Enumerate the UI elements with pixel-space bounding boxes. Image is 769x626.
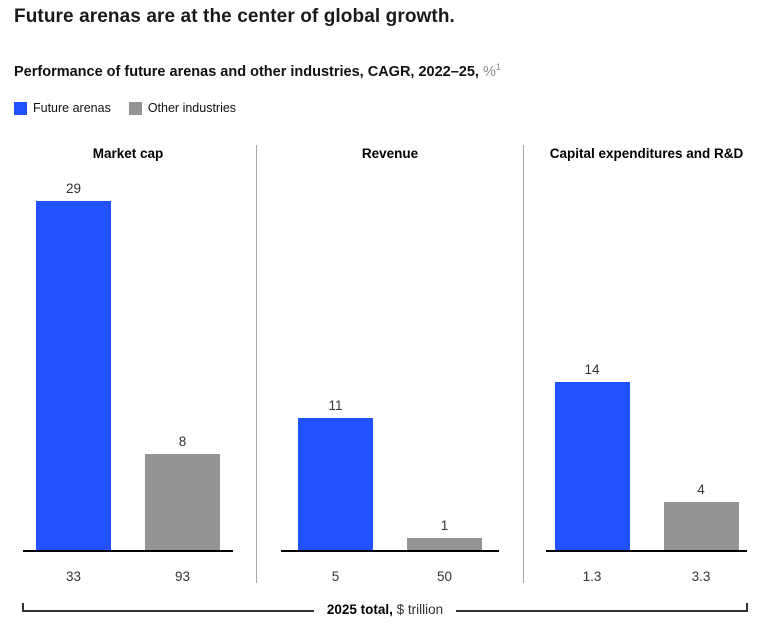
bar-future-arenas <box>554 382 630 550</box>
bar-value-label: 11 <box>328 398 343 413</box>
total-label: 1.3 <box>582 569 602 584</box>
footer-bracket: 2025 total, $ trillion <box>22 600 749 618</box>
bar-value-label: 14 <box>584 362 600 377</box>
chart-panel-market-cap: Market cap 29 8 33 93 <box>0 143 256 590</box>
totals-row: 33 93 <box>0 569 256 584</box>
bar-column-future-arenas: 29 <box>36 181 111 550</box>
panel-divider <box>256 145 257 583</box>
bar-future-arenas <box>36 201 111 550</box>
footer-axis-label: 2025 total, $ trillion <box>327 602 443 617</box>
bar-value-label: 1 <box>440 518 449 533</box>
bar-other-industries <box>663 502 739 550</box>
bar-other-industries <box>407 538 482 550</box>
bar-group: 14 4 <box>524 362 769 550</box>
axis-baseline <box>23 550 233 552</box>
panel-title: Revenue <box>361 146 419 161</box>
footnote-marker: 1 <box>495 62 501 72</box>
chart-panels: Market cap 29 8 33 93 Revenue 11 1 5 50 Capital ex… <box>0 143 769 590</box>
legend-item-future-arenas: Future arenas <box>14 101 111 115</box>
bar-column-future-arenas: 11 <box>298 398 373 550</box>
bar-value-label: 4 <box>697 482 705 497</box>
bar-column-other-industries: 8 <box>145 434 220 550</box>
bar-future-arenas <box>298 418 373 550</box>
legend-item-other-industries: Other industries <box>128 101 237 115</box>
legend-swatch-other-industries <box>128 101 142 115</box>
panel-title: Capital expenditures and R&D <box>549 146 744 161</box>
legend: Future arenas Other industries <box>14 101 236 115</box>
bracket-line-left <box>22 602 314 612</box>
total-label: 3.3 <box>691 569 711 584</box>
bracket-line-right <box>456 602 749 612</box>
bar-value-label: 29 <box>65 181 82 196</box>
bar-group: 29 8 <box>0 181 256 550</box>
bar-other-industries <box>145 454 220 550</box>
chart-panel-revenue: Revenue 11 1 5 50 <box>257 143 523 590</box>
footer-label-bold: 2025 total, <box>326 601 393 617</box>
total-label: 5 <box>331 569 340 584</box>
axis-baseline <box>546 550 747 552</box>
bar-column-future-arenas: 14 <box>554 362 630 550</box>
total-label: 50 <box>436 569 453 584</box>
totals-row: 5 50 <box>257 569 523 584</box>
legend-label: Other industries <box>147 101 237 115</box>
total-label: 33 <box>65 569 82 584</box>
subtitle-text: Performance of future arenas and other i… <box>14 63 479 80</box>
legend-swatch-future-arenas <box>14 101 27 115</box>
total-label: 93 <box>174 569 191 584</box>
axis-baseline <box>280 550 500 552</box>
subtitle-unit: % <box>482 63 496 80</box>
bar-group: 11 1 <box>257 398 523 550</box>
bar-column-other-industries: 1 <box>407 518 482 550</box>
bar-column-other-industries: 4 <box>663 482 739 550</box>
panel-divider <box>523 145 524 583</box>
totals-row: 1.3 3.3 <box>524 569 769 584</box>
chart-subtitle: Performance of future arenas and other i… <box>14 62 501 80</box>
footer-label-regular: $ trillion <box>396 601 444 617</box>
chart-panel-capital-expenditures-and-r-d: Capital expenditures and R&D 14 4 1.3 3.3 <box>524 143 769 590</box>
page-title: Future arenas are at the center of globa… <box>14 6 455 27</box>
legend-label: Future arenas <box>33 101 111 115</box>
bar-value-label: 8 <box>178 434 187 449</box>
panel-title: Market cap <box>92 146 164 161</box>
